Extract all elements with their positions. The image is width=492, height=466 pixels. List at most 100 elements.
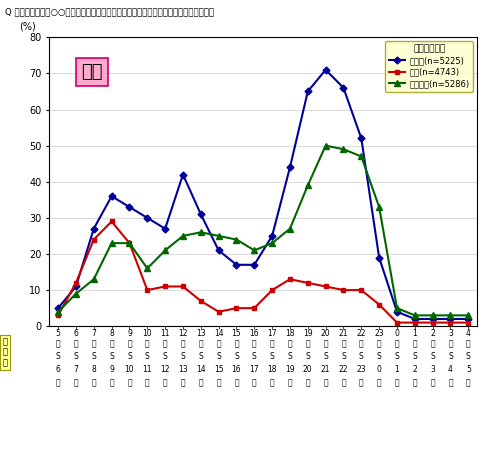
Text: S: S [270,352,275,361]
新聞(n=4743) [234,305,240,311]
Text: 18: 18 [285,329,295,337]
Text: 22: 22 [338,365,348,374]
Text: 11: 11 [143,365,152,374]
Text: 2: 2 [430,329,435,337]
テレビ(n=5225) [180,172,186,178]
Text: 6: 6 [56,365,61,374]
Text: 時: 時 [56,339,61,348]
新聞(n=4743) [305,280,311,286]
Text: 時: 時 [145,339,150,348]
Text: 17: 17 [267,329,277,337]
Text: S: S [127,352,132,361]
Text: 時: 時 [163,378,167,387]
パソコン(n=5286) [287,226,293,232]
Text: 時: 時 [216,378,221,387]
Text: 20: 20 [303,365,312,374]
Text: S: S [359,352,364,361]
Text: 14: 14 [196,365,206,374]
Text: 時: 時 [466,378,471,387]
テレビ(n=5225) [144,215,150,221]
新聞(n=4743) [287,276,293,282]
Text: S: S [341,352,346,361]
Text: 12: 12 [178,329,188,337]
Text: S: S [323,352,328,361]
Text: 時: 時 [127,378,132,387]
新聞(n=4743) [198,298,204,304]
Text: S: S [430,352,435,361]
Text: 時: 時 [234,339,239,348]
テレビ(n=5225) [251,262,257,267]
Text: 時: 時 [234,378,239,387]
新聞(n=4743) [144,287,150,293]
Text: 23: 23 [357,365,366,374]
Text: 21: 21 [321,365,331,374]
Text: S: S [448,352,453,361]
Text: 10: 10 [124,365,134,374]
Text: 時: 時 [56,378,61,387]
テレビ(n=5225) [340,85,346,90]
Text: S: S [198,352,203,361]
Text: 13: 13 [178,365,188,374]
テレビ(n=5225) [91,226,97,232]
テレビ(n=5225) [126,204,132,210]
Text: 13: 13 [196,329,206,337]
Text: 9: 9 [127,329,132,337]
新聞(n=4743) [358,287,364,293]
Text: 時: 時 [466,339,471,348]
Text: 3: 3 [430,365,435,374]
パソコン(n=5286) [234,237,240,242]
パソコン(n=5286) [215,233,221,239]
Text: 7: 7 [73,365,78,374]
Text: 時: 時 [395,378,400,387]
新聞(n=4743) [73,280,79,286]
パソコン(n=5286) [162,247,168,253]
パソコン(n=5286) [358,154,364,159]
Text: 時: 時 [288,378,292,387]
Text: 17: 17 [249,365,259,374]
パソコン(n=5286) [394,305,400,311]
テレビ(n=5225) [376,255,382,260]
テレビ(n=5225) [430,316,435,322]
Text: 15: 15 [214,365,223,374]
Text: 時: 時 [198,378,203,387]
Text: 時: 時 [359,339,364,348]
Text: 16: 16 [249,329,259,337]
テレビ(n=5225) [287,164,293,170]
Text: 時: 時 [323,378,328,387]
Text: 時: 時 [323,339,328,348]
新聞(n=4743) [394,320,400,325]
Text: S: S [377,352,381,361]
Text: 14: 14 [214,329,223,337]
パソコン(n=5286) [73,291,79,296]
Text: 時: 時 [145,378,150,387]
Text: 時: 時 [270,378,275,387]
新聞(n=4743) [91,237,97,242]
Legend: テレビ(n=5225), 新聞(n=4743), パソコン(n=5286): テレビ(n=5225), 新聞(n=4743), パソコン(n=5286) [385,41,473,92]
パソコン(n=5286) [465,313,471,318]
テレビ(n=5225) [305,89,311,94]
テレビ(n=5225) [234,262,240,267]
Text: 時: 時 [252,378,257,387]
Line: テレビ(n=5225): テレビ(n=5225) [56,68,471,322]
テレビ(n=5225) [269,233,275,239]
Text: 時: 時 [74,378,78,387]
Text: 19: 19 [303,329,312,337]
パソコン(n=5286) [198,230,204,235]
テレビ(n=5225) [162,226,168,232]
Text: 時: 時 [270,339,275,348]
Text: 時: 時 [341,378,346,387]
Text: 時: 時 [377,378,381,387]
新聞(n=4743) [55,313,61,318]
Text: 時: 時 [306,339,310,348]
Text: S: S [234,352,239,361]
Text: 時: 時 [448,339,453,348]
Text: 時: 時 [412,339,417,348]
パソコン(n=5286) [55,309,61,315]
テレビ(n=5225) [109,193,115,199]
Text: 時: 時 [198,339,203,348]
Text: 22: 22 [357,329,366,337]
パソコン(n=5286) [305,183,311,188]
Text: 時: 時 [359,378,364,387]
Text: 時: 時 [430,378,435,387]
パソコン(n=5286) [448,313,454,318]
